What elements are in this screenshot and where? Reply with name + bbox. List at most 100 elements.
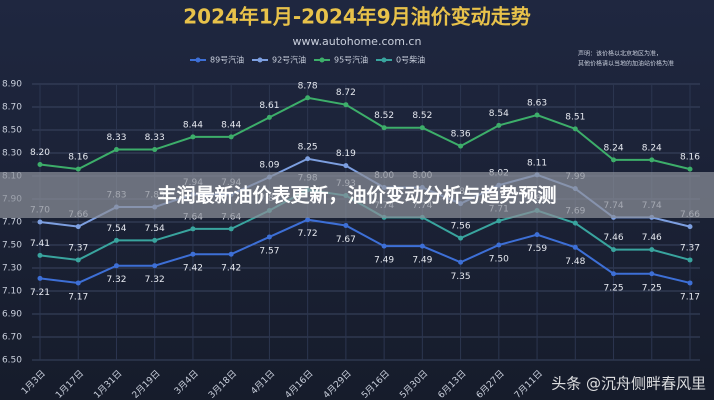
data-label: 8.36	[451, 130, 471, 140]
data-point	[37, 252, 43, 258]
data-point	[381, 243, 387, 249]
data-label: 8.44	[221, 120, 241, 130]
data-point	[687, 166, 693, 172]
data-label: 7.41	[30, 239, 50, 249]
data-label: 8.11	[527, 158, 547, 168]
y-tick-label: 7.10	[2, 287, 22, 297]
data-label: 8.20	[30, 148, 50, 158]
y-tick-label: 7.70	[2, 218, 22, 228]
data-label: 7.54	[106, 224, 126, 234]
watermark: 头条 @沉舟侧畔春风里	[551, 375, 706, 393]
data-point	[419, 125, 425, 131]
y-tick-label: 7.30	[2, 264, 22, 274]
data-label: 7.42	[221, 264, 241, 274]
data-point	[75, 257, 81, 263]
data-point	[113, 263, 119, 269]
data-label: 8.63	[527, 99, 547, 109]
data-point	[534, 232, 540, 238]
data-point	[152, 237, 158, 243]
data-point	[496, 242, 502, 248]
data-label: 7.49	[374, 256, 394, 266]
legend-label: 95号汽油	[334, 55, 368, 65]
data-point	[458, 235, 464, 241]
note: 其他价格请以当地的加油站价格为准	[578, 60, 674, 68]
data-point	[228, 134, 234, 140]
data-label: 8.52	[412, 111, 432, 121]
data-point	[458, 143, 464, 149]
y-tick-label: 6.90	[2, 310, 22, 320]
data-point	[75, 224, 81, 230]
data-point	[572, 126, 578, 132]
data-label: 8.72	[336, 88, 356, 98]
data-point	[496, 122, 502, 128]
data-point	[534, 112, 540, 118]
data-label: 7.25	[604, 283, 624, 293]
data-point	[343, 163, 349, 169]
legend-label: 89号汽油	[210, 55, 244, 65]
chart-title: 2024年1月-2024年9月油价变动走势	[183, 5, 530, 29]
series-line	[39, 218, 691, 284]
data-label: 8.51	[565, 112, 585, 122]
legend-marker	[257, 57, 263, 63]
data-point	[190, 134, 196, 140]
data-point	[113, 147, 119, 153]
y-tick-label: 7.50	[2, 241, 22, 251]
data-label: 8.19	[336, 149, 356, 159]
data-point	[190, 251, 196, 257]
data-point	[305, 156, 311, 162]
data-label: 8.25	[298, 142, 318, 152]
data-point	[37, 162, 43, 167]
data-point	[266, 234, 272, 240]
note: 声明：该价格以北京地区为准，	[578, 50, 662, 58]
data-point	[190, 226, 196, 232]
data-label: 7.54	[145, 224, 165, 234]
legend: 89号汽油 92号汽油 95号汽油 0号柴油	[190, 55, 425, 65]
data-label: 7.25	[642, 283, 662, 293]
data-point	[343, 102, 349, 108]
data-point	[419, 243, 425, 249]
data-label: 7.56	[451, 222, 471, 232]
data-point	[572, 220, 578, 226]
data-label: 7.59	[527, 244, 547, 254]
data-label: 8.09	[259, 161, 279, 171]
data-label: 7.17	[68, 292, 88, 302]
chart-subtitle: www.autohome.com.cn	[293, 35, 422, 48]
legend-label: 0号柴油	[396, 55, 425, 65]
y-tick-label: 6.70	[2, 333, 22, 343]
y-tick-label: 6.50	[2, 356, 22, 366]
data-point	[152, 263, 158, 269]
data-label: 8.24	[642, 143, 662, 153]
y-tick-label: 8.70	[2, 103, 22, 113]
legend-marker	[381, 57, 387, 63]
data-point	[611, 157, 617, 163]
data-label: 8.16	[680, 153, 700, 163]
data-point	[572, 244, 578, 250]
data-label: 7.32	[106, 275, 126, 285]
data-point	[228, 251, 234, 257]
data-point	[649, 271, 655, 277]
data-point	[305, 217, 311, 223]
data-point	[687, 224, 693, 230]
data-point	[611, 271, 617, 277]
data-point	[152, 147, 158, 153]
data-label: 7.57	[259, 246, 279, 256]
data-label: 7.72	[298, 229, 318, 239]
data-label: 8.52	[374, 111, 394, 121]
data-point	[611, 247, 617, 253]
data-label: 8.61	[259, 101, 279, 111]
y-tick-label: 8.90	[2, 80, 22, 90]
data-label: 7.49	[412, 256, 432, 266]
data-point	[687, 257, 693, 263]
data-label: 7.67	[336, 235, 356, 245]
data-point	[496, 218, 502, 224]
data-label: 8.33	[106, 133, 126, 143]
data-point	[381, 125, 387, 131]
data-point	[649, 157, 655, 163]
y-tick-label: 8.50	[2, 126, 22, 136]
data-label: 7.21	[30, 288, 50, 298]
data-label: 7.46	[642, 233, 662, 243]
banner-bg	[0, 172, 714, 218]
data-label: 8.54	[489, 109, 509, 119]
